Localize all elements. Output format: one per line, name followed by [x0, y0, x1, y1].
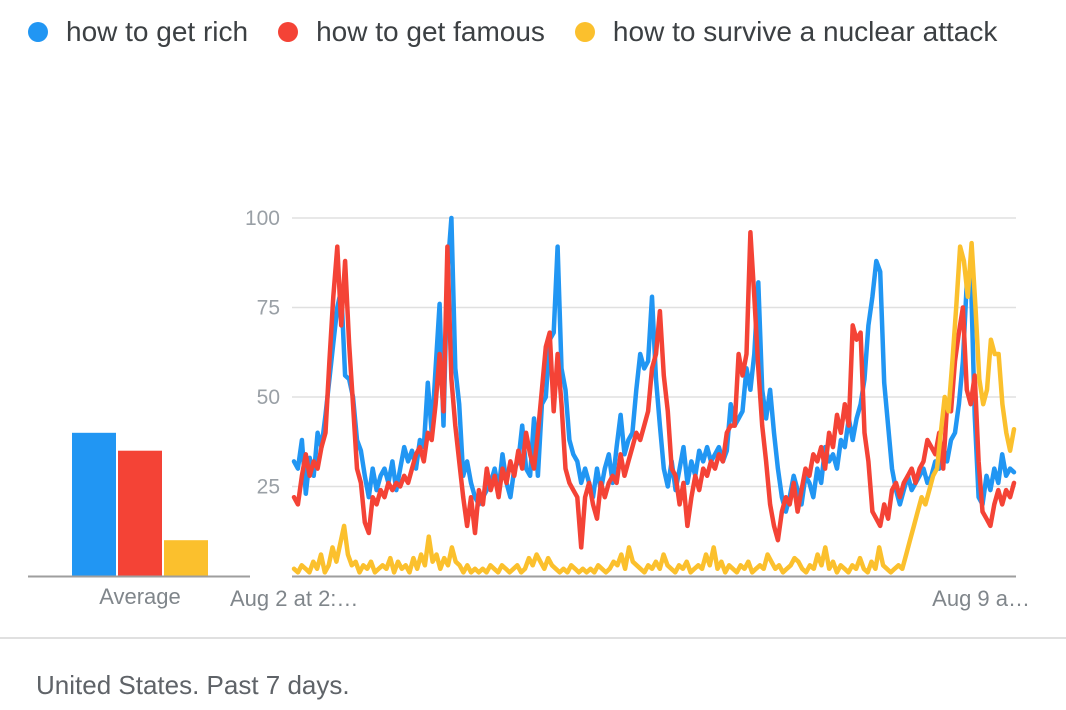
legend-dot-nuclear [574, 22, 595, 42]
x-tick-label-end: Aug 9 a… [932, 586, 1030, 611]
legend-item-nuclear[interactable]: how to survive a nuclear attack [574, 12, 998, 52]
trends-chart: Average 25 50 75 100 Aug 2 at 2:… Aug 9 a… [28, 207, 1030, 611]
legend-dot-rich [28, 22, 48, 42]
series-line-1[interactable] [291, 230, 1017, 550]
x-tick-label-start: Aug 2 at 2:… [230, 586, 358, 611]
series-line-2[interactable] [291, 240, 1017, 575]
legend-label-famous: how to get famous [316, 16, 545, 47]
y-tick-label-50: 50 [257, 386, 280, 409]
legend-dot-famous [278, 22, 299, 42]
legend: how to get rich how to get famous how to… [28, 12, 1027, 52]
average-bar-1[interactable] [118, 450, 162, 576]
footer-divider [0, 637, 1066, 639]
y-tick-label-100: 100 [245, 207, 280, 230]
legend-item-famous[interactable]: how to get famous [278, 12, 545, 52]
footer-caption: United States. Past 7 days. [36, 670, 350, 700]
line-chart: 25 50 75 100 Aug 2 at 2:… Aug 9 a… [230, 207, 1030, 611]
legend-label-rich: how to get rich [66, 16, 249, 47]
legend-item-rich[interactable]: how to get rich [28, 12, 248, 52]
average-label: Average [99, 584, 181, 609]
legend-label-nuclear: how to survive a nuclear attack [612, 16, 998, 47]
average-bar-chart: Average [28, 432, 250, 609]
y-tick-label-75: 75 [257, 297, 280, 320]
average-bar-0[interactable] [72, 432, 116, 576]
average-bar-2[interactable] [164, 540, 208, 576]
y-tick-label-25: 25 [257, 476, 280, 499]
